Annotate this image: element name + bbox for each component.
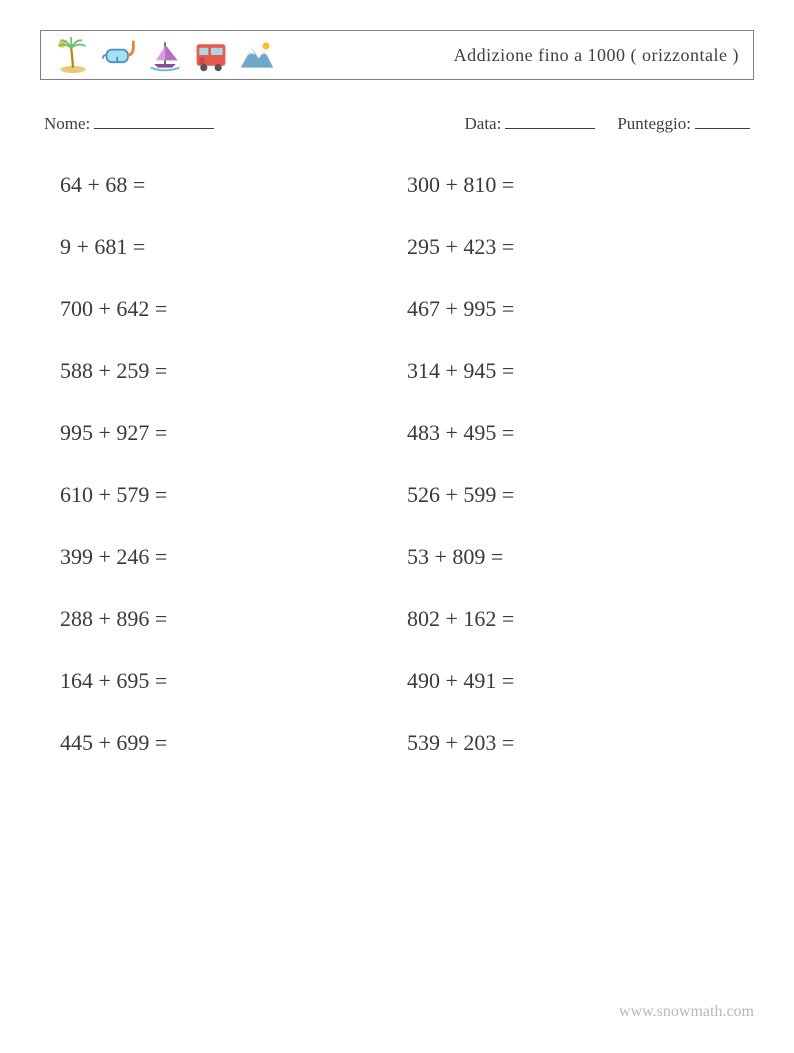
problem-cell: 539 + 203 =	[407, 730, 734, 756]
problem-cell: 467 + 995 =	[407, 296, 734, 322]
bus-icon	[193, 37, 229, 73]
footer-url: www.snowmath.com	[619, 1003, 754, 1021]
problem-cell: 314 + 945 =	[407, 358, 734, 384]
problems-grid: 64 + 68 = 300 + 810 = 9 + 681 = 295 + 42…	[40, 172, 754, 756]
name-field: Nome:	[44, 112, 214, 134]
problem-cell: 295 + 423 =	[407, 234, 734, 260]
date-field: Data:	[465, 112, 596, 134]
problem-cell: 9 + 681 =	[60, 234, 387, 260]
problem-cell: 995 + 927 =	[60, 420, 387, 446]
date-label: Data:	[465, 114, 502, 133]
problem-cell: 700 + 642 =	[60, 296, 387, 322]
name-blank[interactable]	[94, 112, 214, 129]
score-field: Punteggio:	[617, 112, 750, 134]
score-label: Punteggio:	[617, 114, 691, 133]
header-box: Addizione fino a 1000 ( orizzontale )	[40, 30, 754, 80]
problem-cell: 53 + 809 =	[407, 544, 734, 570]
problem-cell: 802 + 162 =	[407, 606, 734, 632]
score-blank[interactable]	[695, 112, 750, 129]
problem-cell: 483 + 495 =	[407, 420, 734, 446]
decorative-icons	[55, 37, 275, 73]
mountain-icon	[239, 37, 275, 73]
meta-row: Nome: Data: Punteggio:	[40, 112, 754, 134]
problem-cell: 610 + 579 =	[60, 482, 387, 508]
problem-cell: 64 + 68 =	[60, 172, 387, 198]
problem-cell: 399 + 246 =	[60, 544, 387, 570]
problem-cell: 588 + 259 =	[60, 358, 387, 384]
snorkel-icon	[101, 37, 137, 73]
problem-cell: 300 + 810 =	[407, 172, 734, 198]
problem-cell: 164 + 695 =	[60, 668, 387, 694]
sailboat-icon	[147, 37, 183, 73]
problem-cell: 288 + 896 =	[60, 606, 387, 632]
name-label: Nome:	[44, 114, 90, 133]
problem-cell: 490 + 491 =	[407, 668, 734, 694]
date-blank[interactable]	[505, 112, 595, 129]
worksheet-title: Addizione fino a 1000 ( orizzontale )	[454, 45, 739, 66]
problem-cell: 445 + 699 =	[60, 730, 387, 756]
problem-cell: 526 + 599 =	[407, 482, 734, 508]
palm-tree-icon	[55, 37, 91, 73]
